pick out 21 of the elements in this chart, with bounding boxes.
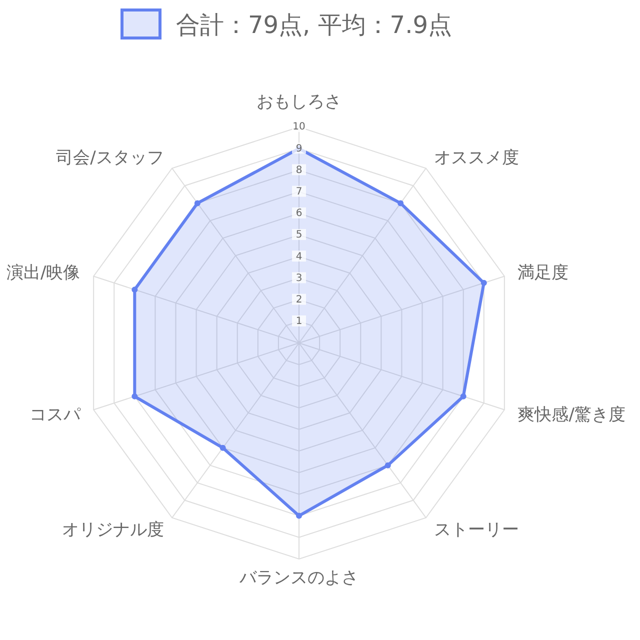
spoke-label: バランスのよさ <box>238 568 358 588</box>
spoke-label: 爽快感/驚き度 <box>518 405 626 426</box>
spoke-label: 満足度 <box>518 262 569 283</box>
y-tick-label: 5 <box>296 230 302 241</box>
y-tick-label: 6 <box>296 208 302 220</box>
y-tick-label: 8 <box>296 164 302 176</box>
y-tick-label: 9 <box>296 143 302 154</box>
y-tick-label: 3 <box>296 272 302 284</box>
spoke-label: おもしろさ <box>256 92 342 112</box>
y-tick-label: 10 <box>292 122 306 133</box>
spoke-label: 演出/映像 <box>6 262 80 283</box>
spoke-label: コスパ <box>29 405 82 426</box>
y-tick-label: 2 <box>296 294 302 306</box>
legend-label: 合計：79点, 平均：7.9点 <box>176 11 452 39</box>
y-tick-label: 4 <box>296 251 302 262</box>
spoke-label: オリジナル度 <box>62 520 164 540</box>
spoke-label: ストーリー <box>434 520 520 540</box>
spoke-label: オススメ度 <box>434 148 520 168</box>
spoke-label: 司会/スタッフ <box>56 148 164 168</box>
y-tick-label: 7 <box>296 186 302 198</box>
y-tick-label: 1 <box>296 316 302 328</box>
